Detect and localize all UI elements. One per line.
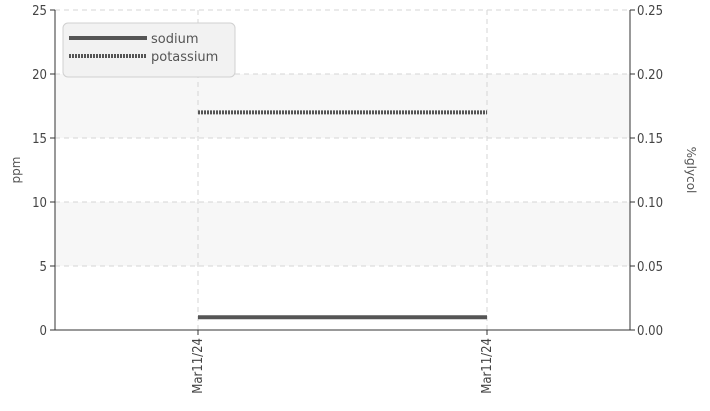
left-y-ticks: 0 5 10 15 20 25 bbox=[32, 4, 55, 339]
plot-background bbox=[55, 74, 630, 266]
y2-tick-label: 0.20 bbox=[637, 68, 663, 83]
legend: sodium potassium bbox=[62, 22, 236, 78]
y2-tick-label: 0.10 bbox=[637, 196, 663, 211]
y2-axis-title: %glycol bbox=[684, 147, 698, 194]
y-axis-title: ppm bbox=[9, 157, 23, 184]
band-y5-10 bbox=[55, 202, 630, 266]
x-tick-label: Mar11/24 bbox=[480, 338, 495, 394]
y-tick-label: 15 bbox=[32, 132, 47, 147]
y-tick-label: 10 bbox=[32, 196, 47, 211]
y-tick-label: 5 bbox=[40, 260, 47, 275]
legend-label-potassium: potassium bbox=[151, 50, 218, 65]
band-y15-20 bbox=[55, 74, 630, 138]
y-tick-label: 25 bbox=[32, 4, 47, 19]
x-ticks: Mar11/24 Mar11/24 bbox=[191, 330, 495, 394]
legend-label-sodium: sodium bbox=[151, 32, 199, 47]
series-layer bbox=[198, 110, 487, 320]
y2-tick-label: 0.25 bbox=[637, 4, 663, 19]
y2-tick-label: 0.00 bbox=[637, 324, 663, 339]
y2-tick-label: 0.05 bbox=[637, 260, 663, 275]
right-y-ticks: 0.00 0.05 0.10 0.15 0.20 0.25 bbox=[630, 4, 663, 339]
horizontal-gridlines bbox=[55, 9, 630, 267]
y-tick-label: 0 bbox=[40, 324, 47, 339]
vertical-gridlines bbox=[197, 10, 488, 330]
y-tick-label: 20 bbox=[32, 68, 47, 83]
y2-tick-label: 0.15 bbox=[637, 132, 663, 147]
x-tick-label: Mar11/24 bbox=[191, 338, 206, 394]
